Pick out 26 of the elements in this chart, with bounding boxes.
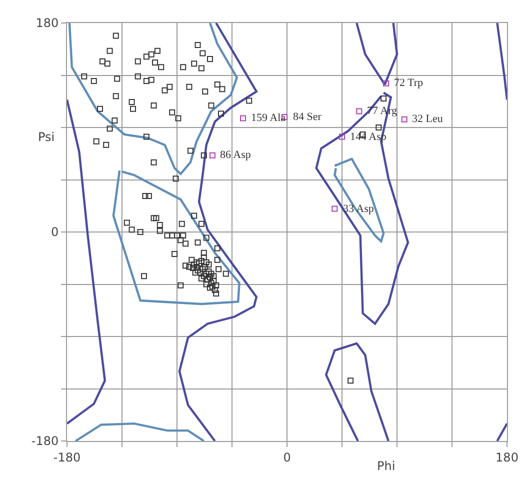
line-series xyxy=(334,158,385,242)
line-series xyxy=(112,169,240,306)
line-series xyxy=(67,98,106,425)
point xyxy=(401,116,408,122)
y-tick-label: 0 xyxy=(50,225,59,240)
x-tick-label: 180 xyxy=(496,450,518,464)
point xyxy=(339,134,345,140)
line-series xyxy=(325,342,390,441)
line-series xyxy=(74,422,205,441)
y-tick-label: -180 xyxy=(31,434,59,448)
x-axis-title: Phi xyxy=(377,459,396,473)
point xyxy=(383,80,389,86)
point xyxy=(209,152,216,158)
point xyxy=(240,115,246,122)
y-tick-label: 180 xyxy=(36,16,59,30)
x-tick-label: -180 xyxy=(53,450,81,464)
point xyxy=(332,206,338,212)
annotation: 33 Asp xyxy=(343,203,374,215)
point xyxy=(356,108,362,114)
annotation: 32 Leu xyxy=(412,113,444,125)
x-tick-label: 0 xyxy=(283,450,291,464)
y-axis-title: Psi xyxy=(38,130,55,144)
annotation: 159 Ala xyxy=(251,112,286,124)
annotation: 72 Trp xyxy=(394,77,424,89)
annotation: 86 Asp xyxy=(220,149,252,161)
annotation: 84 Ser xyxy=(293,111,322,123)
